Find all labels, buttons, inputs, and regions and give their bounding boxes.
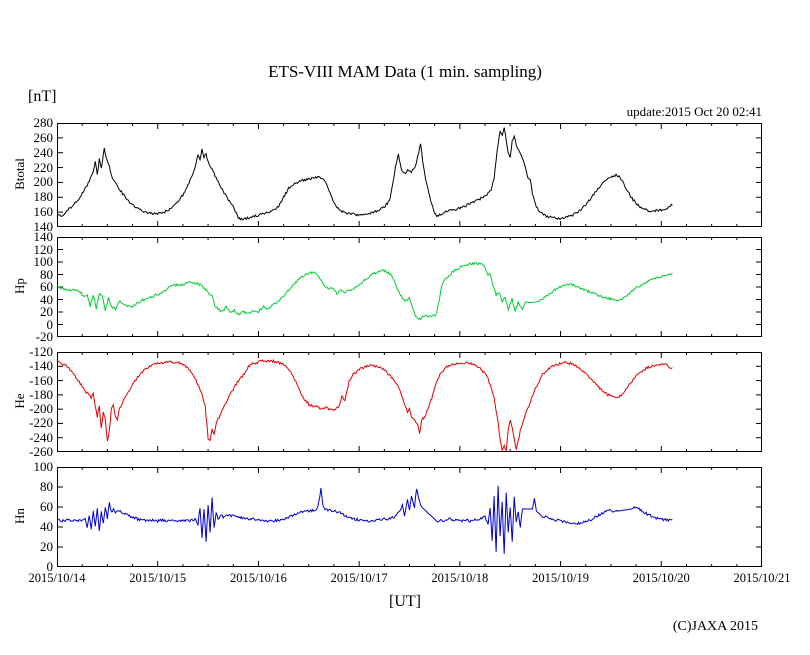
he-ytick-label: -260 (29, 444, 53, 459)
xtick-label: 2015/10/18 (431, 571, 489, 585)
xtick-label: 2015/10/20 (632, 571, 690, 585)
panel-hp (57, 237, 762, 337)
panel-he (57, 352, 762, 452)
btotal-ytick-label: 200 (33, 174, 54, 190)
xtick-label: 2015/10/14 (28, 571, 86, 585)
chart-title: ETS-VIII MAM Data (1 min. sampling) (268, 62, 542, 81)
btotal-ytick-label: 240 (33, 144, 54, 160)
xtick-label: 2015/10/21 (733, 571, 791, 585)
btotal-ytick-label: 180 (33, 189, 54, 205)
hn-ytick-label: 60 (40, 499, 53, 514)
he-ytick-label: -180 (29, 386, 53, 402)
hp-ytick-label: 100 (33, 254, 54, 269)
he-axis-label: He (12, 393, 27, 409)
hp-axis-label: Hp (12, 278, 27, 294)
he-ytick-label: -200 (29, 401, 53, 417)
hn-curve (57, 485, 673, 554)
panel-frame (57, 467, 762, 567)
hn-ytick-label: 0 (46, 559, 54, 574)
panel-btotal (57, 123, 762, 227)
hn-axis-label: Hn (12, 508, 27, 524)
btotal-curve (57, 127, 673, 221)
hn-ytick-label: 40 (40, 519, 53, 534)
hp-ytick-label: 120 (33, 241, 54, 257)
panel-hn (57, 467, 762, 567)
panel-frame (57, 352, 762, 452)
hp-curve (57, 261, 673, 321)
x-axis-label: [UT] (389, 593, 421, 610)
he-ytick-label: -240 (29, 429, 53, 445)
hn-ytick-label: 80 (40, 479, 53, 494)
xtick-label: 2015/10/16 (229, 571, 287, 585)
update-timestamp: update:2015 Oct 20 02:41 (626, 104, 762, 119)
he-curve (57, 358, 673, 452)
hp-ytick-label: 60 (40, 279, 53, 294)
hp-ytick-label: 140 (33, 229, 54, 244)
he-ytick-label: -120 (29, 344, 53, 359)
y-unit-label: [nT] (28, 88, 57, 105)
panel-frame (57, 237, 762, 337)
xtick-label: 2015/10/19 (532, 571, 590, 585)
btotal-ytick-label: 280 (33, 115, 54, 130)
copyright-notice: (C)JAXA 2015 (672, 619, 758, 634)
he-ytick-label: -160 (29, 372, 53, 388)
hp-ytick-label: 80 (40, 266, 53, 282)
hp-ytick-label: 0 (46, 316, 54, 332)
btotal-ytick-label: 140 (33, 219, 54, 234)
xtick-label: 2015/10/15 (129, 571, 187, 585)
btotal-ytick-label: 260 (33, 129, 54, 145)
xtick-label: 2015/10/17 (330, 571, 388, 585)
hp-ytick-label: 20 (40, 304, 53, 319)
hn-ytick-label: 100 (33, 459, 54, 474)
hn-ytick-label: 20 (40, 539, 53, 554)
hp-ytick-label: 40 (40, 291, 53, 307)
he-ytick-label: -220 (29, 415, 53, 431)
btotal-ytick-label: 160 (33, 204, 54, 220)
btotal-axis-label: Btotal (12, 158, 27, 190)
he-ytick-label: -140 (29, 358, 53, 374)
btotal-ytick-label: 220 (33, 159, 54, 175)
hp-ytick-label: -20 (35, 329, 53, 344)
